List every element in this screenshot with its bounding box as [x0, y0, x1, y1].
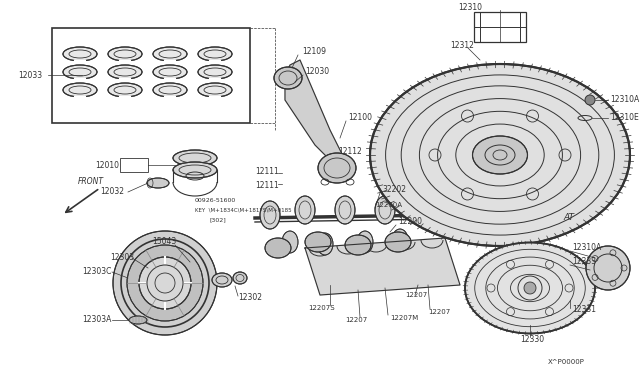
Ellipse shape: [472, 136, 527, 174]
Ellipse shape: [375, 196, 395, 224]
Text: 32202: 32202: [382, 186, 406, 195]
Text: 12207: 12207: [428, 309, 451, 315]
Ellipse shape: [282, 231, 298, 253]
Text: 12033: 12033: [18, 71, 42, 80]
Text: 12303C: 12303C: [82, 267, 111, 276]
Ellipse shape: [317, 233, 333, 255]
Ellipse shape: [260, 201, 280, 229]
Circle shape: [585, 95, 595, 105]
Ellipse shape: [385, 232, 411, 252]
Text: 12112: 12112: [338, 148, 362, 157]
Text: 12111: 12111: [255, 167, 279, 176]
Ellipse shape: [108, 83, 142, 97]
Text: 12312: 12312: [450, 41, 474, 49]
Ellipse shape: [173, 162, 217, 178]
Text: 12310: 12310: [458, 3, 482, 13]
Ellipse shape: [233, 272, 247, 284]
Text: 12200: 12200: [398, 218, 422, 227]
Ellipse shape: [265, 238, 291, 258]
Text: 12330: 12330: [520, 336, 544, 344]
Text: 12100: 12100: [348, 113, 372, 122]
Bar: [474, 12, 526, 42]
Text: [302]: [302]: [210, 218, 227, 222]
Ellipse shape: [129, 316, 147, 324]
Text: X^P0000P: X^P0000P: [548, 359, 585, 365]
Text: 12032: 12032: [100, 187, 124, 196]
Ellipse shape: [295, 196, 315, 224]
Text: 12207: 12207: [405, 292, 428, 298]
Ellipse shape: [410, 196, 430, 224]
Circle shape: [127, 245, 203, 321]
Ellipse shape: [212, 273, 232, 287]
Text: 12310E: 12310E: [610, 113, 639, 122]
Text: 12010: 12010: [95, 160, 119, 170]
Circle shape: [524, 282, 536, 294]
Ellipse shape: [274, 67, 302, 89]
Bar: [52, 28, 250, 123]
Ellipse shape: [63, 47, 97, 61]
Text: 12111: 12111: [255, 180, 279, 189]
Ellipse shape: [345, 235, 371, 255]
Text: 12207M: 12207M: [390, 315, 419, 321]
Text: 15043: 15043: [152, 237, 176, 247]
Text: 12200A: 12200A: [375, 202, 402, 208]
Text: KEY  \M+1834C\M+1817S\M+0185: KEY \M+1834C\M+1817S\M+0185: [195, 208, 292, 212]
Text: 12207S: 12207S: [308, 305, 335, 311]
Ellipse shape: [198, 47, 232, 61]
Ellipse shape: [108, 47, 142, 61]
Polygon shape: [285, 60, 345, 170]
Ellipse shape: [370, 64, 630, 246]
Ellipse shape: [335, 196, 355, 224]
Text: FRONT: FRONT: [78, 177, 104, 186]
Ellipse shape: [198, 65, 232, 79]
Bar: [120, 158, 148, 172]
Text: 00926-51600: 00926-51600: [195, 198, 236, 202]
Text: AT: AT: [563, 214, 574, 222]
Ellipse shape: [63, 83, 97, 97]
Ellipse shape: [108, 65, 142, 79]
Ellipse shape: [153, 47, 187, 61]
Ellipse shape: [147, 178, 169, 188]
Text: 12109: 12109: [302, 48, 326, 57]
Text: 12303A: 12303A: [82, 315, 111, 324]
Polygon shape: [305, 238, 460, 295]
Text: 12302: 12302: [238, 294, 262, 302]
Text: 12310A: 12310A: [572, 244, 601, 253]
Ellipse shape: [153, 83, 187, 97]
Text: 12331: 12331: [572, 305, 596, 314]
Text: 12303: 12303: [110, 253, 134, 263]
Text: 12333: 12333: [572, 257, 596, 266]
Ellipse shape: [63, 65, 97, 79]
Circle shape: [113, 231, 217, 335]
Text: 12310A: 12310A: [610, 96, 639, 105]
Ellipse shape: [392, 229, 408, 251]
Ellipse shape: [465, 243, 595, 334]
Circle shape: [139, 257, 191, 309]
Circle shape: [586, 246, 630, 290]
Ellipse shape: [153, 65, 187, 79]
Ellipse shape: [173, 150, 217, 166]
Ellipse shape: [318, 153, 356, 183]
Ellipse shape: [198, 83, 232, 97]
Text: 12030: 12030: [305, 67, 329, 77]
Ellipse shape: [357, 231, 373, 253]
Ellipse shape: [305, 232, 331, 252]
Text: 12207: 12207: [345, 317, 367, 323]
